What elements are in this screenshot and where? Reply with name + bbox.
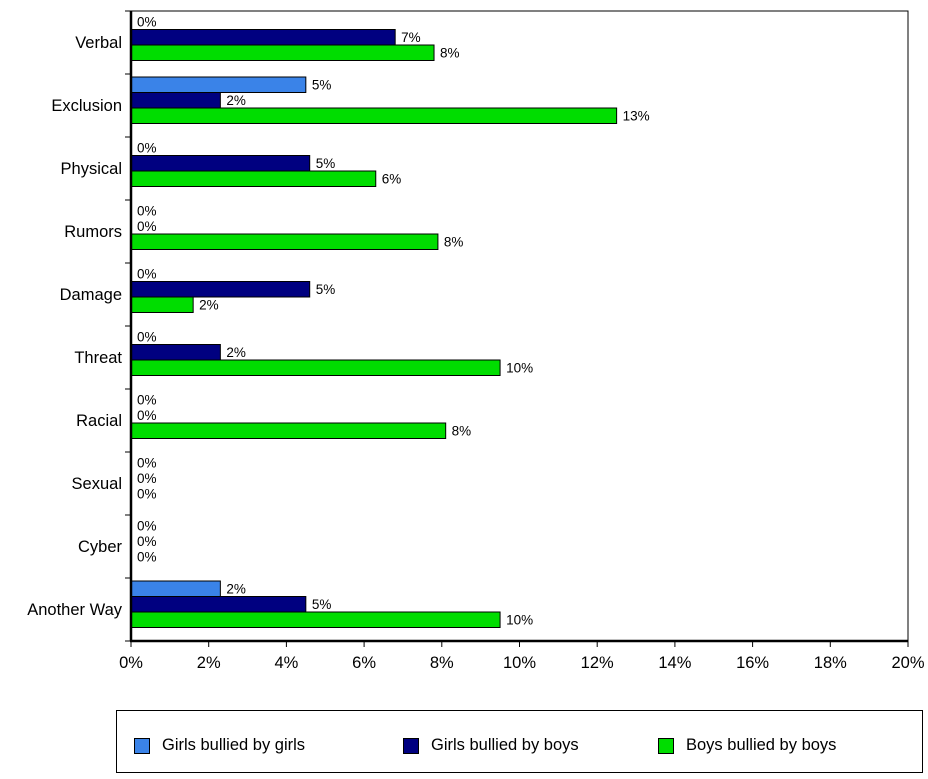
category-label-damage: Damage xyxy=(60,286,122,304)
bar-another-way-series-2 xyxy=(130,596,307,613)
bar-verbal-series-3 xyxy=(130,44,435,61)
bar-exclusion-series-3 xyxy=(130,107,618,124)
category-label-threat: Threat xyxy=(74,349,122,367)
legend-label-boys-by-boys: Boys bullied by boys xyxy=(686,736,837,754)
value-label-cyber-series-3: 0% xyxy=(137,549,157,564)
x-tick-label-5: 10% xyxy=(503,654,536,672)
value-label-verbal-series-3: 8% xyxy=(440,45,460,60)
bar-physical-series-2 xyxy=(130,155,311,172)
legend-label-girls-by-boys: Girls bullied by boys xyxy=(431,736,579,754)
category-label-exclusion: Exclusion xyxy=(51,97,122,115)
x-tick-label-2: 4% xyxy=(274,654,298,672)
value-label-physical-series-1: 0% xyxy=(137,140,157,155)
bar-threat-series-3 xyxy=(130,359,501,376)
category-labels-layer: Verbal Exclusion Physical Rumors Damage Threa… xyxy=(27,34,123,619)
x-tick-label-8: 16% xyxy=(736,654,769,672)
bar-damage-series-3 xyxy=(130,296,194,313)
category-label-racial: Racial xyxy=(76,412,122,430)
legend-swatch-girls-by-girls xyxy=(134,737,150,754)
value-label-verbal-series-1: 0% xyxy=(137,14,157,29)
x-tick-label-6: 12% xyxy=(581,654,614,672)
bar-exclusion-series-1 xyxy=(130,76,307,93)
value-label-exclusion-series-2: 2% xyxy=(226,93,246,108)
category-label-another-way: Another Way xyxy=(27,601,123,619)
value-label-physical-series-2: 5% xyxy=(316,156,336,171)
legend-item-girls-by-boys: Girls bullied by boys xyxy=(403,736,579,755)
value-label-another-way-series-3: 10% xyxy=(506,612,533,627)
value-label-sexual-series-1: 0% xyxy=(137,455,157,470)
category-label-physical: Physical xyxy=(61,160,122,178)
value-label-exclusion-series-1: 5% xyxy=(312,77,332,92)
legend: Girls bullied by girls Girls bullied by … xyxy=(116,710,923,773)
value-label-sexual-series-3: 0% xyxy=(137,486,157,501)
plot-frame xyxy=(130,10,909,642)
value-label-verbal-series-2: 7% xyxy=(401,30,421,45)
category-label-sexual: Sexual xyxy=(72,475,122,493)
legend-item-boys-by-boys: Boys bullied by boys xyxy=(658,736,836,755)
category-label-verbal: Verbal xyxy=(75,34,122,52)
value-label-another-way-series-1: 2% xyxy=(226,581,246,596)
value-label-threat-series-2: 2% xyxy=(226,345,246,360)
bars-layer xyxy=(130,29,618,628)
bar-physical-series-3 xyxy=(130,170,377,187)
category-label-cyber: Cyber xyxy=(78,538,123,556)
x-tick-label-10: 20% xyxy=(891,654,924,672)
bar-racial-series-3 xyxy=(130,422,447,439)
bar-chart: 0%7%8%5%2%13%0%5%6%0%0%8%0%5%2%0%2%10%0%… xyxy=(27,10,925,672)
category-label-rumors: Rumors xyxy=(64,223,122,241)
bar-verbal-series-2 xyxy=(130,29,396,46)
legend-swatch-boys-by-boys xyxy=(658,737,674,754)
value-label-threat-series-1: 0% xyxy=(137,329,157,344)
value-label-racial-series-1: 0% xyxy=(137,392,157,407)
x-tick-label-4: 8% xyxy=(430,654,454,672)
value-label-exclusion-series-3: 13% xyxy=(623,108,650,123)
bar-another-way-series-1 xyxy=(130,580,221,597)
value-label-sexual-series-2: 0% xyxy=(137,471,157,486)
x-tick-label-1: 2% xyxy=(197,654,221,672)
value-label-rumors-series-2: 0% xyxy=(137,219,157,234)
value-label-damage-series-2: 5% xyxy=(316,282,336,297)
value-label-damage-series-1: 0% xyxy=(137,266,157,281)
value-label-racial-series-2: 0% xyxy=(137,408,157,423)
x-tick-label-9: 18% xyxy=(814,654,847,672)
bar-threat-series-2 xyxy=(130,344,221,361)
legend-item-girls-by-girls: Girls bullied by girls xyxy=(134,736,305,755)
value-label-cyber-series-2: 0% xyxy=(137,534,157,549)
x-tick-label-3: 6% xyxy=(352,654,376,672)
bar-rumors-series-3 xyxy=(130,233,439,250)
value-label-cyber-series-1: 0% xyxy=(137,518,157,533)
value-label-rumors-series-1: 0% xyxy=(137,203,157,218)
x-tick-label-0: 0% xyxy=(119,654,143,672)
value-label-threat-series-3: 10% xyxy=(506,360,533,375)
value-label-another-way-series-2: 5% xyxy=(312,597,332,612)
value-label-damage-series-3: 2% xyxy=(199,297,219,312)
value-label-racial-series-3: 8% xyxy=(452,423,472,438)
bar-another-way-series-3 xyxy=(130,611,501,628)
x-tick-label-7: 14% xyxy=(658,654,691,672)
value-label-physical-series-3: 6% xyxy=(382,171,402,186)
bar-exclusion-series-2 xyxy=(130,92,221,109)
legend-swatch-girls-by-boys xyxy=(403,737,419,754)
axis-layer: 0% 2% 4% 6% 8% 10% 12% 14% 16% 18% 20% xyxy=(119,10,925,672)
value-labels-layer: 0%7%8%5%2%13%0%5%6%0%0%8%0%5%2%0%2%10%0%… xyxy=(137,14,650,627)
bar-damage-series-2 xyxy=(130,281,311,298)
value-label-rumors-series-3: 8% xyxy=(444,234,464,249)
legend-label-girls-by-girls: Girls bullied by girls xyxy=(162,736,306,754)
